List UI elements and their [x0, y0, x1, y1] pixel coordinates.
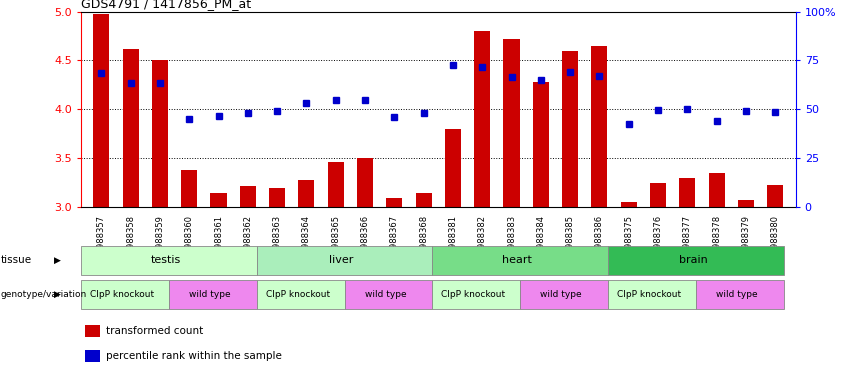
Text: wild type: wild type [365, 290, 406, 299]
Bar [210, 193, 226, 207]
Text: liver: liver [329, 255, 354, 265]
Bar [650, 183, 666, 207]
Bar [415, 193, 431, 207]
Bar [620, 202, 637, 207]
Bar [168, 280, 257, 309]
Bar [591, 46, 608, 207]
Bar [679, 178, 695, 207]
Text: ClpP knockout: ClpP knockout [90, 290, 154, 299]
Text: transformed count: transformed count [106, 326, 203, 336]
Bar [151, 61, 168, 207]
Text: wild type: wild type [540, 290, 582, 299]
Text: GDS4791 / 1417856_PM_at: GDS4791 / 1417856_PM_at [81, 0, 251, 10]
Text: tissue: tissue [1, 255, 32, 265]
Bar [299, 180, 315, 207]
Bar [445, 129, 461, 207]
Text: heart: heart [502, 255, 533, 265]
Bar [257, 246, 432, 275]
Bar [386, 197, 403, 207]
Bar [474, 31, 490, 207]
Bar [123, 49, 139, 207]
Text: ClpP knockout: ClpP knockout [617, 290, 682, 299]
Text: ▶: ▶ [54, 290, 61, 299]
Bar [520, 280, 608, 309]
Bar [257, 280, 345, 309]
Bar [181, 170, 197, 207]
Bar [738, 200, 754, 207]
Text: brain: brain [679, 255, 707, 265]
Bar [357, 158, 373, 207]
Bar [608, 246, 784, 275]
Text: wild type: wild type [717, 290, 758, 299]
Bar [709, 173, 725, 207]
Bar [696, 280, 784, 309]
Bar [608, 280, 696, 309]
Text: ClpP knockout: ClpP knockout [266, 290, 329, 299]
Text: ClpP knockout: ClpP knockout [442, 290, 505, 299]
Bar [533, 82, 549, 207]
Bar [504, 39, 520, 207]
Bar [432, 246, 608, 275]
Bar [240, 186, 256, 207]
Bar [432, 280, 520, 309]
Bar [269, 188, 285, 207]
Text: testis: testis [151, 255, 181, 265]
Text: percentile rank within the sample: percentile rank within the sample [106, 351, 282, 361]
Bar [81, 280, 168, 309]
Bar [94, 15, 110, 207]
Bar [767, 185, 783, 207]
Bar [345, 280, 432, 309]
Text: genotype/variation: genotype/variation [1, 290, 87, 299]
Bar [81, 246, 257, 275]
Bar [328, 162, 344, 207]
Text: ▶: ▶ [54, 256, 61, 265]
Text: wild type: wild type [189, 290, 231, 299]
Bar [562, 51, 578, 207]
